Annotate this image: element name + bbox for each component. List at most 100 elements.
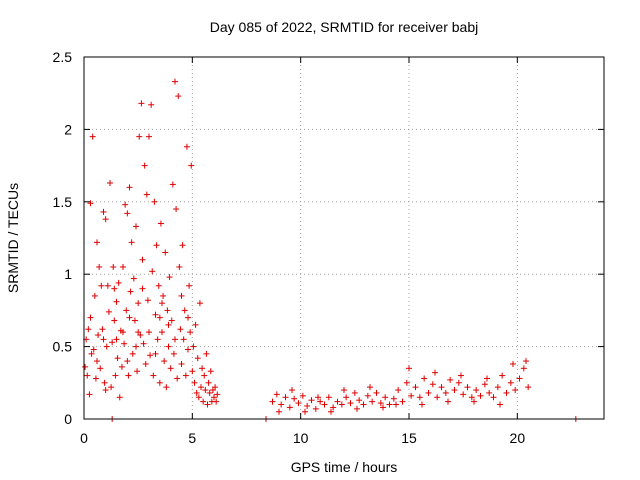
- data-point: [201, 372, 208, 379]
- data-point: [334, 398, 341, 405]
- data-point: [183, 143, 190, 150]
- data-point: [273, 391, 280, 398]
- data-point: [507, 379, 514, 386]
- data-point: [382, 394, 389, 401]
- data-point: [438, 384, 445, 391]
- x-axis-label: GPS time / hours: [291, 459, 398, 475]
- data-point: [203, 350, 210, 357]
- data-point: [205, 379, 212, 386]
- data-point: [214, 391, 221, 398]
- data-point: [338, 401, 345, 408]
- data-point: [460, 391, 467, 398]
- data-point: [139, 256, 146, 263]
- x-tick-label: 10: [293, 430, 309, 446]
- data-point: [299, 392, 306, 399]
- data-point: [421, 375, 428, 382]
- data-point: [102, 216, 109, 223]
- data-point: [156, 314, 163, 321]
- data-point: [328, 408, 334, 415]
- data-point: [109, 339, 116, 346]
- data-point: [497, 401, 503, 408]
- data-point: [330, 404, 337, 411]
- data-point: [325, 394, 332, 401]
- data-point: [92, 375, 99, 382]
- data-point: [490, 394, 497, 401]
- data-point: [204, 401, 211, 408]
- data-point: [112, 372, 119, 379]
- data-point: [177, 326, 184, 333]
- data-point: [213, 398, 220, 405]
- data-point: [125, 372, 132, 379]
- data-point: [133, 223, 139, 230]
- data-point: [196, 300, 203, 307]
- data-point: [180, 336, 187, 343]
- data-point: [282, 394, 289, 401]
- data-point: [468, 394, 475, 401]
- data-point: [520, 365, 527, 372]
- data-point: [356, 397, 363, 404]
- data-point: [82, 363, 89, 370]
- data-point: [304, 402, 311, 409]
- data-point: [118, 363, 125, 370]
- x-tick-label: 5: [188, 430, 196, 446]
- data-point: [116, 394, 123, 401]
- data-point: [516, 375, 523, 382]
- data-point: [429, 381, 436, 388]
- data-point: [159, 300, 165, 307]
- data-point: [473, 387, 480, 394]
- data-point: [94, 358, 100, 365]
- data-point: [120, 263, 126, 270]
- data-point: [354, 405, 360, 412]
- data-point: [185, 346, 191, 353]
- y-axis-label: SRMTID / TECUs: [5, 183, 21, 293]
- y-tick-label: 2.5: [53, 49, 73, 65]
- data-point: [451, 387, 458, 394]
- data-point: [164, 307, 171, 314]
- data-point: [136, 133, 143, 140]
- data-point: [178, 292, 185, 299]
- axis-ticks: 0 0.5 1 1.5 2 2.5 0 5 10 15 20: [53, 49, 604, 446]
- data-point: [160, 292, 167, 299]
- data-point: [481, 381, 488, 388]
- data-point: [124, 358, 131, 365]
- data-point: [193, 389, 200, 396]
- data-point: [211, 394, 217, 401]
- data-point: [166, 274, 173, 281]
- data-point: [486, 389, 493, 396]
- data-point: [122, 201, 129, 208]
- y-tick-label: 1: [64, 266, 72, 282]
- data-point: [202, 387, 209, 394]
- data-point: [442, 389, 449, 396]
- data-point: [87, 314, 94, 321]
- data-point: [369, 398, 376, 405]
- data-point: [98, 282, 105, 289]
- y-tick-label: 0: [64, 411, 72, 427]
- data-point: [182, 372, 189, 379]
- data-point: [102, 387, 109, 394]
- data-point: [269, 398, 276, 405]
- x-tick-label: 20: [510, 430, 526, 446]
- data-point: [191, 379, 198, 386]
- data-point: [525, 384, 532, 391]
- data-point: [477, 392, 484, 399]
- data-point: [187, 329, 194, 336]
- data-point: [121, 340, 128, 347]
- data-point: [343, 394, 350, 401]
- data-point: [167, 365, 174, 372]
- data-point: [149, 268, 156, 275]
- data-point: [412, 384, 419, 391]
- data-point: [181, 307, 188, 314]
- data-point: [173, 206, 180, 213]
- data-point: [111, 317, 118, 324]
- data-point: [151, 198, 158, 205]
- data-point: [94, 239, 100, 246]
- data-point: [146, 329, 152, 336]
- data-point: [150, 372, 157, 379]
- data-point: [153, 242, 160, 249]
- data-point: [278, 401, 285, 408]
- data-point: [155, 282, 162, 289]
- data-point: [212, 384, 219, 391]
- grid-lines: [84, 57, 604, 419]
- data-point: [97, 365, 104, 372]
